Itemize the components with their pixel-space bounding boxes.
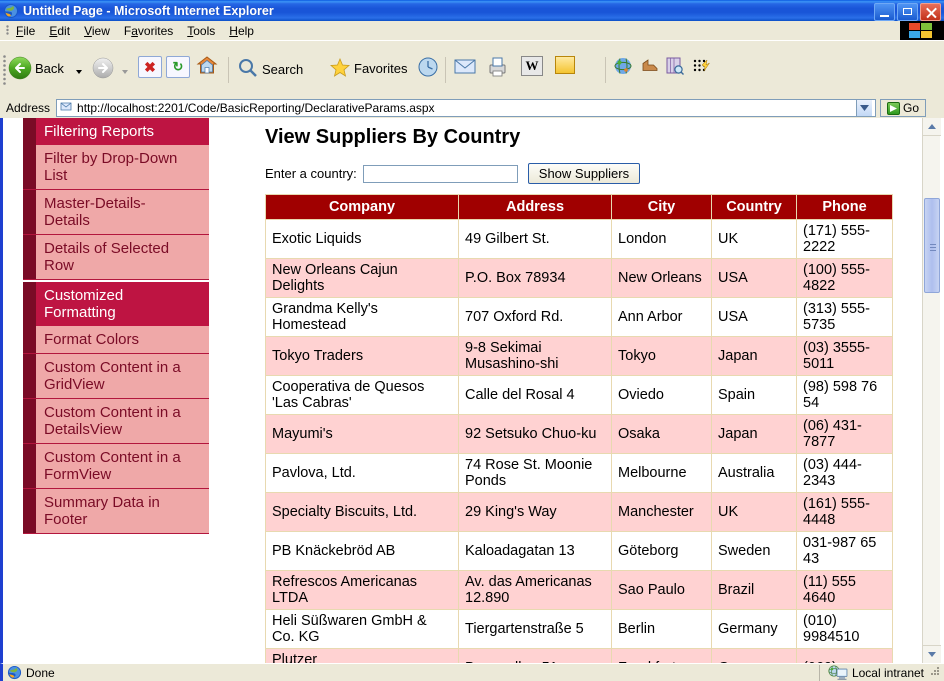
svg-text:Back: Back (35, 61, 64, 76)
